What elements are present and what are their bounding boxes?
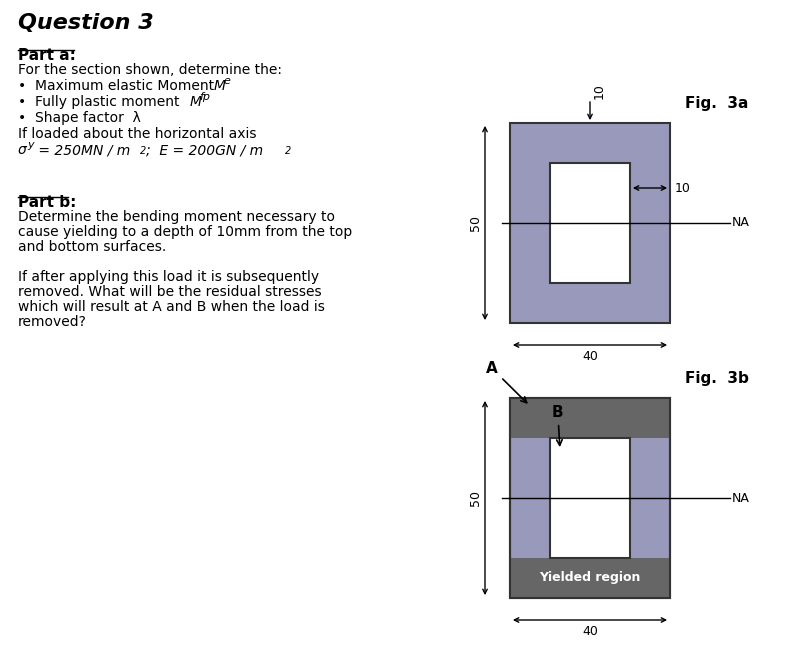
Text: NA: NA [732,492,750,505]
Text: which will result at A and B when the load is: which will result at A and B when the lo… [18,300,325,314]
Bar [550,163,630,283]
Text: Determine the bending moment necessary to: Determine the bending moment necessary t… [18,210,335,224]
Text: 2: 2 [140,146,146,156]
Text: If after applying this load it is subsequently: If after applying this load it is subseq… [18,270,319,284]
Text: M: M [190,95,202,109]
Bar [510,558,670,598]
Text: and bottom surfaces.: and bottom surfaces. [18,240,166,254]
Text: σ: σ [18,143,26,157]
Text: Fig.  3a: Fig. 3a [685,96,749,111]
Text: Part b:: Part b: [18,195,77,210]
Bar [510,398,670,438]
Text: •  Shape factor  λ: • Shape factor λ [18,111,141,125]
Text: cause yielding to a depth of 10mm from the top: cause yielding to a depth of 10mm from t… [18,225,352,239]
Text: 10: 10 [675,182,691,195]
Text: For the section shown, determine the:: For the section shown, determine the: [18,63,282,77]
Text: •  Maximum elastic Moment: • Maximum elastic Moment [18,79,223,93]
Text: Yielded region: Yielded region [539,571,641,584]
Text: M: M [214,79,226,93]
Bar [510,123,670,323]
Text: A: A [487,361,527,403]
Text: B: B [552,405,563,445]
Text: removed?: removed? [18,315,87,329]
Text: ;  E = 200GN / m: ; E = 200GN / m [146,143,263,157]
Text: 50: 50 [469,490,482,506]
Text: 10: 10 [593,83,606,99]
Text: Fig.  3b: Fig. 3b [685,371,749,386]
Text: removed. What will be the residual stresses: removed. What will be the residual stres… [18,285,322,299]
Text: •  Fully plastic moment: • Fully plastic moment [18,95,189,109]
Text: If loaded about the horizontal axis: If loaded about the horizontal axis [18,127,256,141]
Bar [550,438,630,558]
Bar [510,398,670,598]
Text: = 250MN / m: = 250MN / m [34,143,130,157]
Text: NA: NA [732,217,750,229]
Bar [510,398,670,598]
Text: y: y [27,140,34,150]
Text: 40: 40 [582,350,598,363]
Text: 50: 50 [469,215,482,231]
Text: fp: fp [199,92,210,102]
Text: Question 3: Question 3 [18,13,153,33]
Text: 2: 2 [285,146,292,156]
Text: 40: 40 [582,625,598,638]
Text: e: e [223,76,230,86]
Text: Part a:: Part a: [18,48,76,63]
